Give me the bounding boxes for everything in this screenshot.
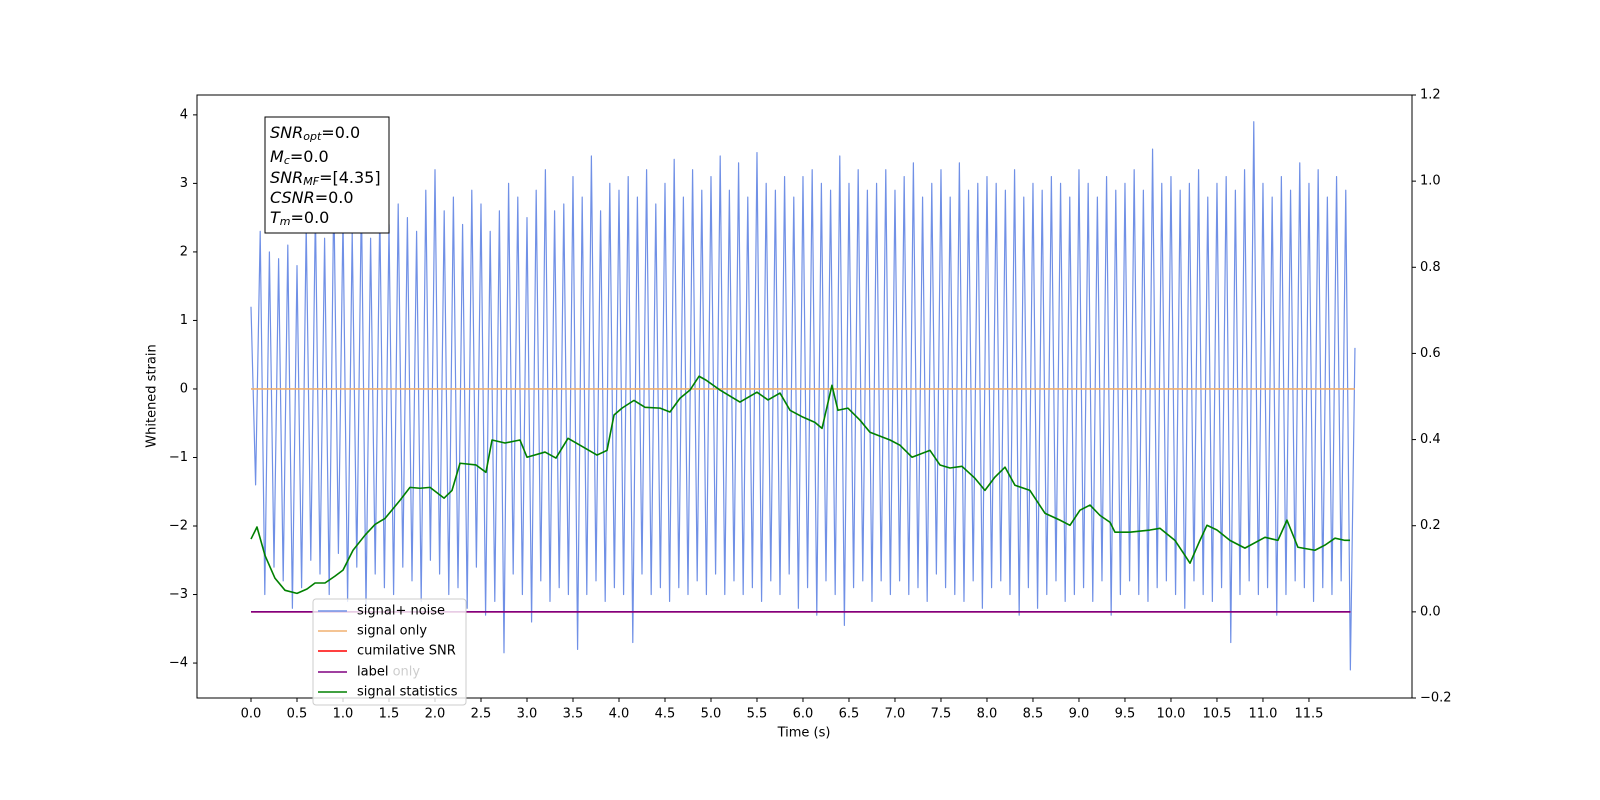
legend-label: signal+ noise xyxy=(357,604,445,619)
series-line xyxy=(250,375,1350,595)
y-tick-label: 3 xyxy=(180,176,188,191)
x-tick-label: 5.5 xyxy=(747,707,768,722)
x-tick-label: 9.0 xyxy=(1069,707,1090,722)
y-tick-label: −2 xyxy=(169,519,188,534)
y-tick-label: −4 xyxy=(169,656,188,671)
y2-tick-label: 1.0 xyxy=(1420,174,1441,189)
x-tick-label: 9.5 xyxy=(1115,707,1136,722)
x-tick-label: 7.0 xyxy=(885,707,906,722)
y-tick-label: 4 xyxy=(180,107,188,122)
y2-tick-label: 1.2 xyxy=(1420,88,1441,103)
y2-tick-label: 0.8 xyxy=(1420,260,1441,275)
annotation: SNRMF=[4.35] xyxy=(270,168,381,189)
x-tick-label: 2.0 xyxy=(425,707,446,722)
y2-tick-label: 0.0 xyxy=(1420,604,1441,619)
annotation-symbol: SNR xyxy=(270,168,303,187)
x-tick-label: 6.5 xyxy=(839,707,860,722)
annotation-value: =[4.35] xyxy=(319,168,381,187)
x-tick-label: 7.5 xyxy=(931,707,952,722)
x-tick-label: 3.5 xyxy=(563,707,584,722)
x-tick-label: 11.0 xyxy=(1248,707,1277,722)
y2-tick-label: −0.2 xyxy=(1420,691,1452,706)
annotation-symbol: CSNR xyxy=(270,188,315,207)
x-axis-label: Time (s) xyxy=(777,726,831,741)
legend-label: signal only xyxy=(357,624,427,639)
axes-frame xyxy=(196,94,1413,699)
y2-tick-label: 0.2 xyxy=(1420,518,1441,533)
x-tick-label: 0.0 xyxy=(241,707,262,722)
x-tick-label: 3.0 xyxy=(517,707,538,722)
y2-tick-label: 0.6 xyxy=(1420,346,1441,361)
x-tick-label: 2.5 xyxy=(471,707,492,722)
annotation: SNRopt=0.0 xyxy=(270,123,360,144)
y-axis-label: Whitened strain xyxy=(145,344,160,447)
annotation: Mc=0.0 xyxy=(270,147,329,168)
legend-box xyxy=(312,598,467,706)
x-tick-label: 6.0 xyxy=(793,707,814,722)
annotation: Tm=0.0 xyxy=(270,208,329,229)
legend-label: label xyxy=(357,665,388,680)
x-tick-label: 1.0 xyxy=(333,707,354,722)
y-tick-label: 1 xyxy=(180,313,188,328)
y-tick-label: −1 xyxy=(169,450,188,465)
annotation-symbol: T xyxy=(270,208,281,227)
x-tick-label: 4.0 xyxy=(609,707,630,722)
annotation-subscript: c xyxy=(284,154,290,167)
x-tick-label: 8.0 xyxy=(977,707,998,722)
annotation-subscript: m xyxy=(280,215,291,228)
annotation-subscript: opt xyxy=(303,130,322,143)
y-tick-label: 0 xyxy=(180,381,188,396)
x-tick-label: 11.5 xyxy=(1294,707,1323,722)
legend-label: cumilative SNR xyxy=(357,644,456,659)
x-tick-label: 0.5 xyxy=(287,707,308,722)
annotation-box xyxy=(264,116,390,234)
annotation-value: =0.0 xyxy=(321,123,360,142)
series-line xyxy=(250,121,1356,671)
annotation-symbol: SNR xyxy=(270,123,303,142)
annotation-value: =0.0 xyxy=(290,147,329,166)
annotation-value: =0.0 xyxy=(291,208,330,227)
annotation: CSNR=0.0 xyxy=(270,188,354,207)
annotation-subscript: MF xyxy=(303,175,319,188)
x-tick-label: 8.5 xyxy=(1023,707,1044,722)
legend-label: signal statistics xyxy=(357,685,458,700)
annotation-value: =0.0 xyxy=(315,188,354,207)
y-tick-label: 2 xyxy=(180,244,188,259)
y2-tick-label: 0.4 xyxy=(1420,432,1441,447)
annotation-symbol: M xyxy=(270,147,284,166)
y-tick-label: −3 xyxy=(169,587,188,602)
x-tick-label: 4.5 xyxy=(655,707,676,722)
x-tick-label: 10.0 xyxy=(1156,707,1185,722)
x-tick-label: 1.5 xyxy=(379,707,400,722)
x-tick-label: 10.5 xyxy=(1202,707,1231,722)
x-tick-label: 5.0 xyxy=(701,707,722,722)
